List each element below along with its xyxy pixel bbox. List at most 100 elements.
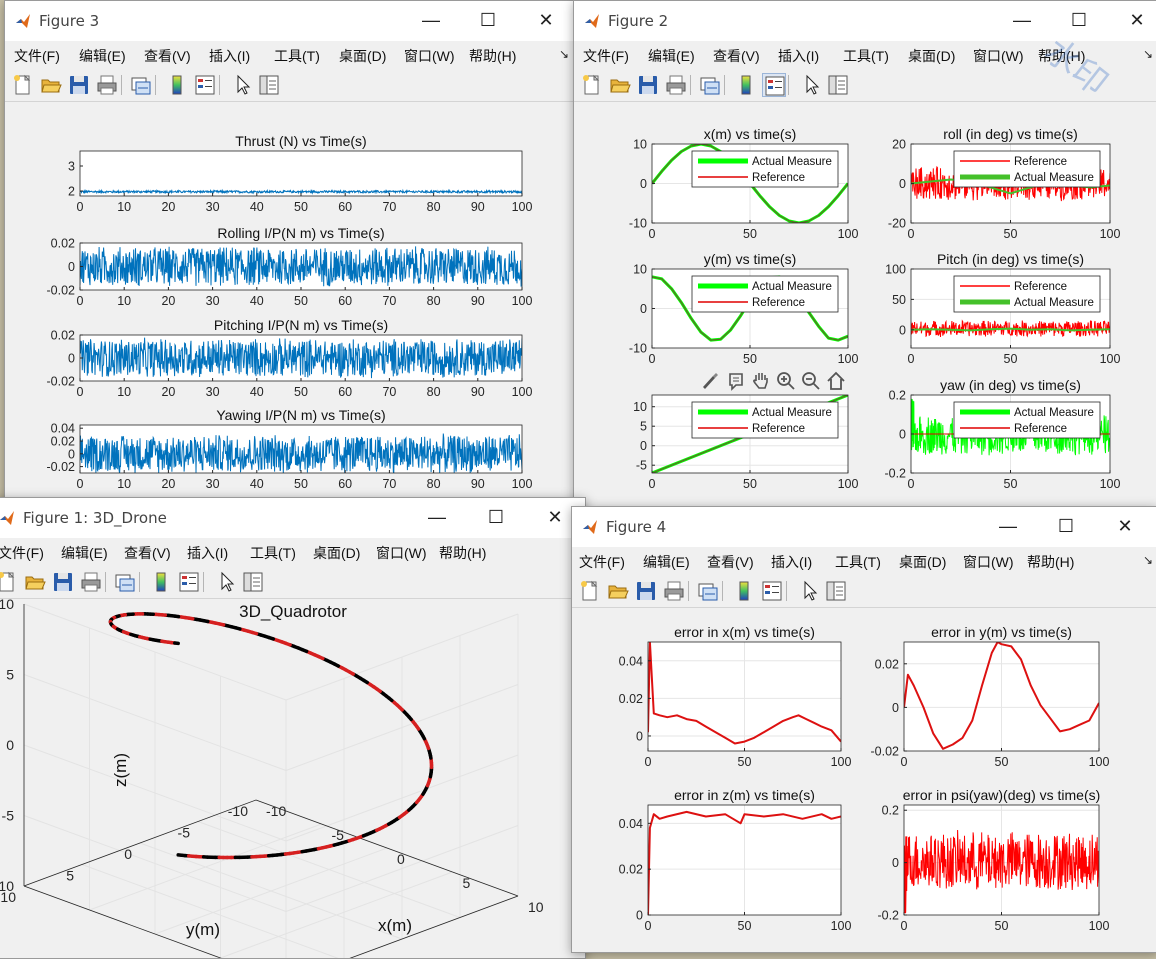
edit-plot-arrow-button[interactable]	[231, 73, 255, 97]
new-figure-button[interactable]	[578, 579, 602, 603]
maximize-button[interactable]: ☐	[476, 504, 516, 530]
menu-item[interactable]: 工具(T)	[274, 46, 320, 66]
open-file-button[interactable]	[39, 73, 63, 97]
menu-item[interactable]: 查看(V)	[707, 552, 754, 572]
menu-overflow-icon[interactable]: ↘	[1143, 553, 1153, 567]
menu-item[interactable]: 编辑(E)	[643, 552, 690, 572]
menu-item[interactable]: 窗口(W)	[404, 46, 455, 66]
insert-colorbar-button[interactable]	[149, 570, 173, 594]
close-button[interactable]: ✕	[535, 504, 575, 530]
menu-item[interactable]: 插入(I)	[187, 543, 228, 563]
property-inspector-button[interactable]	[826, 73, 850, 97]
menu-item[interactable]: 工具(T)	[250, 543, 296, 563]
minimize-button[interactable]: —	[1002, 7, 1042, 33]
menu-item[interactable]: 文件(F)	[579, 552, 625, 572]
title-bar[interactable]: Figure 3 — ☐ ✕	[5, 1, 573, 41]
link-plot-button[interactable]	[113, 570, 137, 594]
menu-item[interactable]: 桌面(D)	[899, 552, 946, 572]
title-bar[interactable]: Figure 4 — ☐ ✕	[572, 507, 1156, 547]
menu-item[interactable]: 文件(F)	[14, 46, 60, 66]
print-button[interactable]	[79, 570, 103, 594]
print-button[interactable]	[662, 579, 686, 603]
insert-legend-button[interactable]	[760, 579, 784, 603]
menu-item[interactable]: 查看(V)	[713, 46, 760, 66]
minimize-button[interactable]: —	[411, 7, 451, 33]
menu-item[interactable]: 查看(V)	[144, 46, 191, 66]
figure-2-window[interactable]: Figure 2 — ☐ ✕ 文件(F)编辑(E)查看(V)插入(I)工具(T)…	[573, 0, 1156, 508]
edit-plot-arrow-button[interactable]	[800, 73, 824, 97]
print-button[interactable]	[664, 73, 688, 97]
home-icon[interactable]	[828, 373, 844, 389]
save-button[interactable]	[67, 73, 91, 97]
close-button[interactable]: ✕	[526, 7, 566, 33]
menu-item[interactable]: 帮助(H)	[469, 46, 516, 66]
link-plot-button[interactable]	[696, 579, 720, 603]
data-tip-icon[interactable]	[730, 374, 742, 389]
maximize-button[interactable]: ☐	[468, 7, 508, 33]
property-inspector-button[interactable]	[241, 570, 265, 594]
insert-legend-button[interactable]	[177, 570, 201, 594]
property-inspector-button[interactable]	[824, 579, 848, 603]
insert-colorbar-button[interactable]	[165, 73, 189, 97]
link-plot-button[interactable]	[129, 73, 153, 97]
menu-item[interactable]: 编辑(E)	[79, 46, 126, 66]
figure-1-window[interactable]: Figure 1: 3D_Drone — ☐ ✕ 文件(F) 编辑(E) 查看(V)…	[0, 497, 586, 959]
zoom-out-icon[interactable]	[803, 373, 819, 389]
menu-item[interactable]: 帮助(H)	[439, 543, 486, 563]
menu-item[interactable]: 窗口(W)	[973, 46, 1024, 66]
maximize-button[interactable]: ☐	[1046, 513, 1086, 539]
menu-item[interactable]: 工具(T)	[835, 552, 881, 572]
menu-item[interactable]: 桌面(D)	[339, 46, 386, 66]
menu-item[interactable]: 桌面(D)	[908, 46, 955, 66]
menu-item[interactable]: 文件(F)	[0, 543, 44, 563]
open-file-button[interactable]	[608, 73, 632, 97]
insert-colorbar-button[interactable]	[734, 73, 758, 97]
menu-item[interactable]: 编辑(E)	[61, 543, 108, 563]
menu-item[interactable]: 帮助(H)	[1027, 552, 1074, 572]
edit-plot-arrow-button[interactable]	[798, 579, 822, 603]
figure-4-window[interactable]: Figure 4 — ☐ ✕ 文件(F) 编辑(E) 查看(V) 插入(I) 工具(T)…	[571, 506, 1156, 953]
open-file-button[interactable]	[606, 579, 630, 603]
figure-3-window[interactable]: Figure 3 — ☐ ✕ 文件(F)编辑(E)查看(V)插入(I)工具(T)…	[4, 0, 574, 512]
open-file-button[interactable]	[23, 570, 47, 594]
new-figure-button[interactable]	[0, 570, 19, 594]
brush-icon[interactable]	[703, 373, 718, 389]
menu-item[interactable]: 文件(F)	[583, 46, 629, 66]
new-figure-button[interactable]	[11, 73, 35, 97]
insert-legend-button[interactable]	[762, 73, 786, 97]
close-button[interactable]: ✕	[1117, 7, 1156, 33]
menu-item[interactable]: 插入(I)	[771, 552, 812, 572]
menu-item[interactable]: 工具(T)	[843, 46, 889, 66]
menu-item[interactable]: 查看(V)	[124, 543, 171, 563]
menu-item[interactable]: 桌面(D)	[313, 543, 360, 563]
menu-item[interactable]: 插入(I)	[778, 46, 819, 66]
pan-icon[interactable]	[754, 373, 767, 388]
print-button[interactable]	[95, 73, 119, 97]
menu-item[interactable]: 窗口(W)	[376, 543, 427, 563]
insert-legend-button[interactable]	[193, 73, 217, 97]
title-bar[interactable]: Figure 1: 3D_Drone — ☐ ✕	[0, 498, 585, 538]
insert-colorbar-button[interactable]	[732, 579, 756, 603]
new-figure-button[interactable]	[580, 73, 604, 97]
link-plot-button[interactable]	[698, 73, 722, 97]
zoom-in-icon[interactable]	[778, 373, 794, 389]
property-inspector-button[interactable]	[257, 73, 281, 97]
menu-overflow-icon[interactable]: ↘	[1143, 47, 1153, 61]
